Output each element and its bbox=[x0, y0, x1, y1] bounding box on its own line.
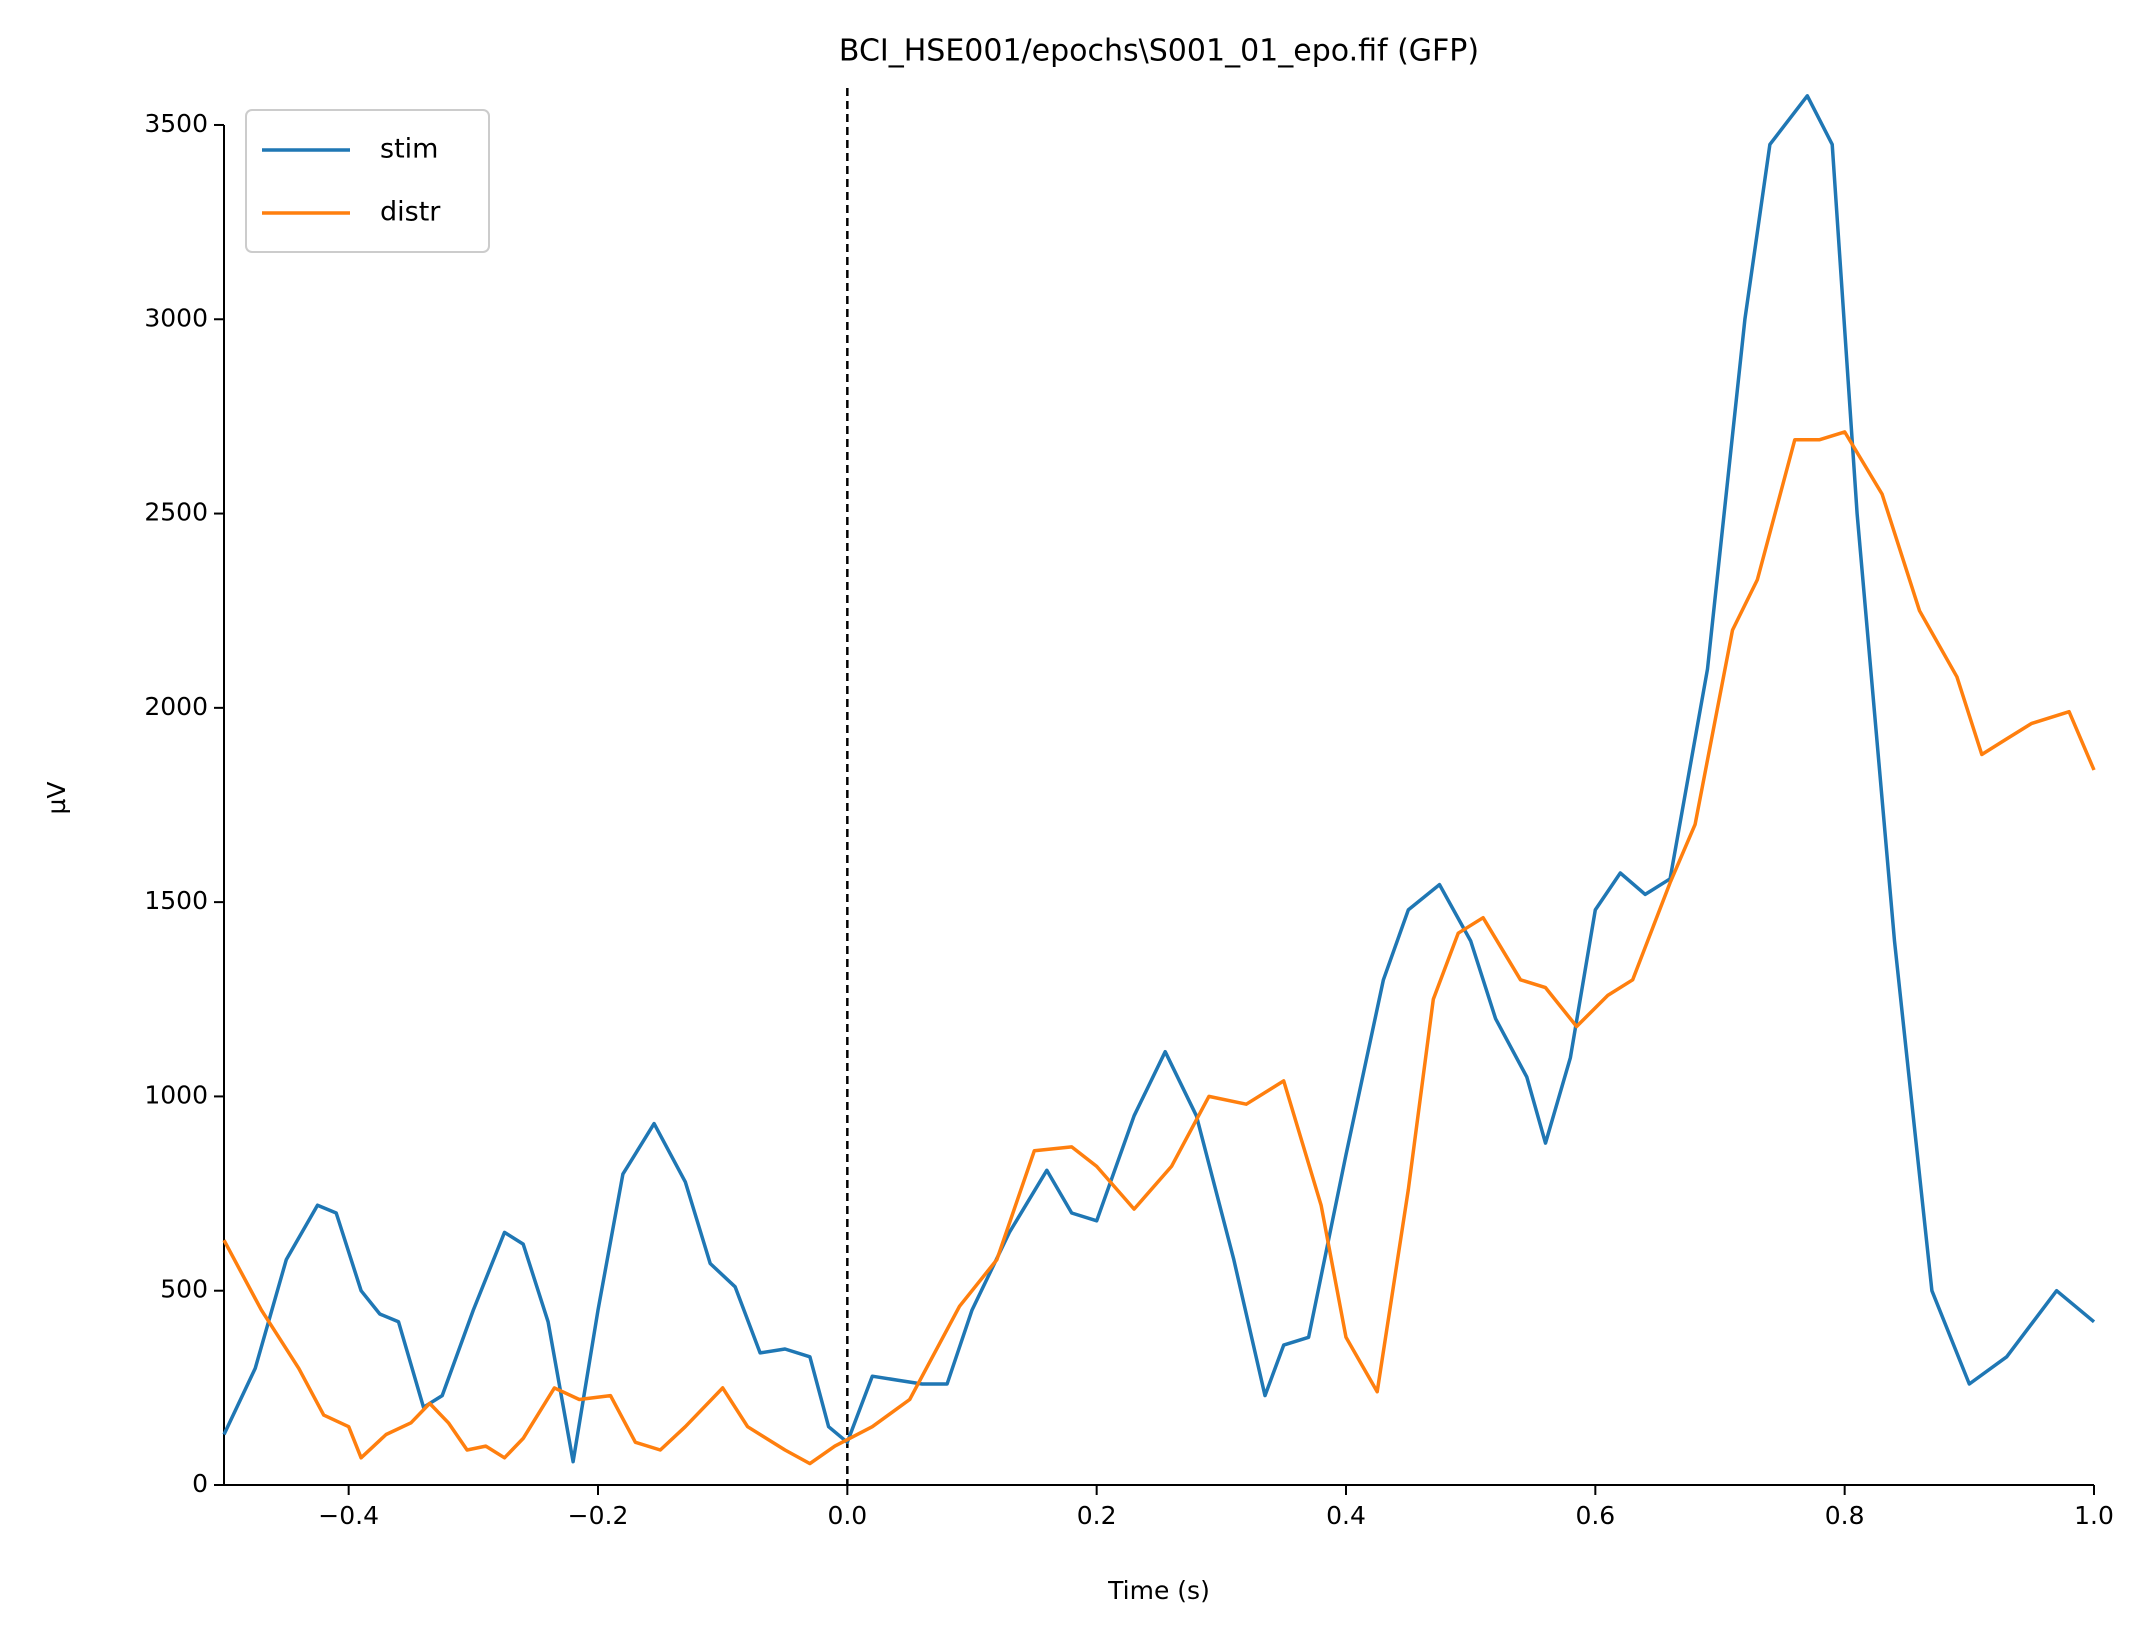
y-tick-label: 500 bbox=[160, 1275, 208, 1304]
x-tick-label: −0.2 bbox=[568, 1501, 629, 1530]
x-tick-label: 0.8 bbox=[1825, 1501, 1865, 1530]
legend-box bbox=[245, 109, 490, 253]
series-line bbox=[222, 430, 2096, 1466]
y-tick-label: 3500 bbox=[144, 109, 208, 138]
x-axis-label: Time (s) bbox=[1107, 1576, 1210, 1605]
chart-title: BCI_HSE001/epochs\S001_01_epo.fif (GFP) bbox=[839, 34, 1479, 69]
x-tick-label: 0.2 bbox=[1077, 1501, 1117, 1530]
legend-label: distr bbox=[380, 197, 441, 228]
y-tick-label: 0 bbox=[192, 1469, 208, 1498]
series-line bbox=[222, 94, 2096, 1464]
y-tick-label: 1500 bbox=[144, 886, 208, 915]
x-tick-label: 0.6 bbox=[1575, 1501, 1615, 1530]
y-axis-label: µV bbox=[42, 781, 71, 814]
y-tick-label: 2500 bbox=[144, 498, 208, 527]
y-tick-label: 1000 bbox=[144, 1080, 208, 1109]
x-tick-label: 1.0 bbox=[2074, 1501, 2114, 1530]
x-tick-label: −0.4 bbox=[318, 1501, 379, 1530]
y-tick-label: 2000 bbox=[144, 692, 208, 721]
x-tick-label: 0.0 bbox=[827, 1501, 867, 1530]
legend-label: stim bbox=[380, 134, 438, 165]
y-tick-label: 3000 bbox=[144, 303, 208, 332]
x-tick-label: 0.4 bbox=[1326, 1501, 1366, 1530]
